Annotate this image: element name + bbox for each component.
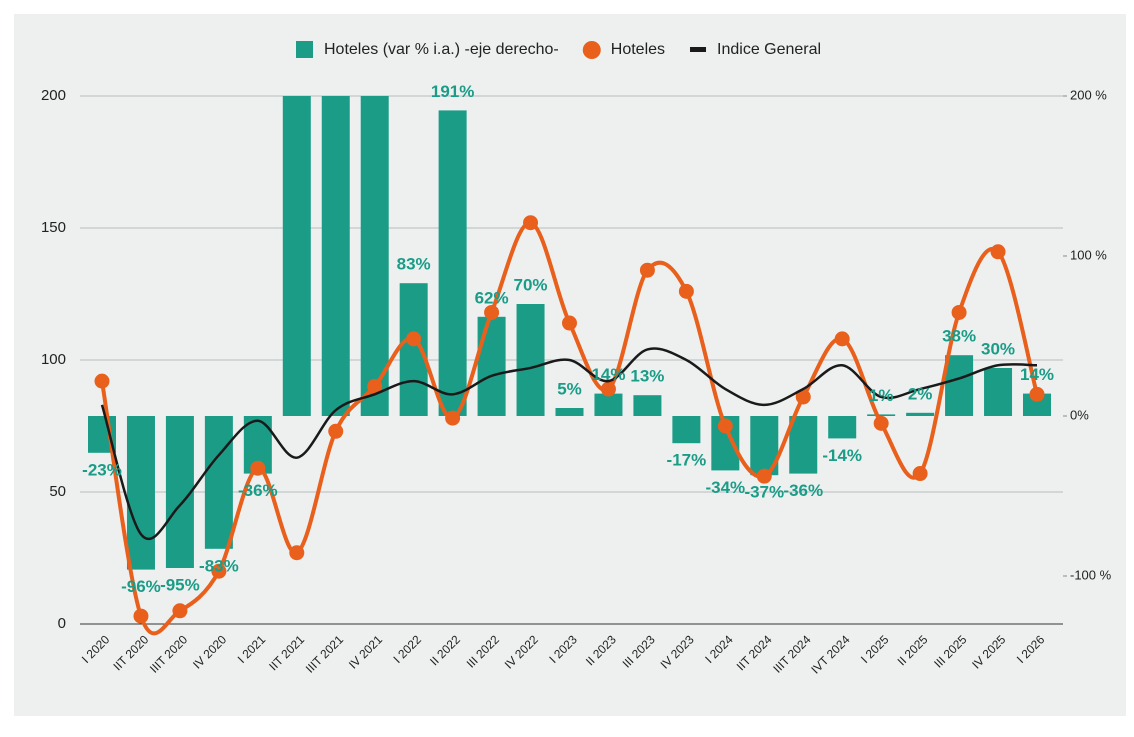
line-marker (172, 603, 188, 619)
data-label: 14% (591, 365, 625, 384)
y2-tick-label: 0% (1070, 407, 1089, 422)
data-label: 2% (908, 384, 933, 403)
line-marker (94, 373, 110, 389)
legend-swatch (582, 41, 601, 59)
line-marker (717, 418, 733, 434)
line (100, 347, 1038, 541)
data-label: 5% (557, 379, 582, 398)
data-label: -36% (783, 481, 823, 500)
bar (867, 414, 896, 416)
data-label: -36% (238, 481, 278, 500)
bar (477, 316, 506, 416)
bar (282, 96, 311, 416)
line-marker (795, 389, 811, 405)
bar (360, 96, 389, 416)
bar (594, 393, 623, 416)
data-label: 62% (475, 288, 509, 307)
data-label: 13% (630, 367, 664, 386)
data-label: 70% (514, 275, 548, 294)
data-label: -95% (160, 575, 200, 594)
data-label: -23% (82, 460, 122, 479)
bar (984, 368, 1013, 416)
bar (828, 416, 857, 439)
data-label: 83% (397, 255, 431, 274)
bar (906, 412, 935, 416)
y2-tick-label: 100 % (1070, 247, 1107, 262)
line-marker (951, 304, 967, 320)
y2-tick-label: 200 % (1070, 87, 1107, 102)
bar (516, 304, 545, 416)
bar (165, 416, 194, 568)
legend-label: Hoteles (611, 41, 665, 58)
bar (945, 355, 974, 416)
data-label: -37% (744, 483, 784, 502)
line-marker (912, 466, 928, 482)
bar (204, 416, 233, 549)
data-label: -14% (822, 446, 862, 465)
line-marker (678, 283, 694, 299)
legend-swatch (296, 41, 313, 58)
legend-label: Indice General (717, 41, 821, 58)
legend-label: Hoteles (var % i.a.) -eje derecho- (324, 41, 559, 58)
line-marker (445, 410, 461, 426)
bar (438, 110, 467, 417)
line-marker (834, 331, 850, 347)
line-marker (523, 215, 539, 231)
bar (789, 416, 818, 474)
data-label: -17% (667, 451, 707, 470)
bar (672, 416, 701, 444)
line-marker (484, 304, 500, 320)
data-label: -34% (705, 478, 745, 497)
line-marker (367, 378, 383, 394)
data-label: 30% (981, 339, 1015, 358)
data-label: -83% (199, 556, 239, 575)
bar (126, 416, 155, 570)
y2-tick-label: -100 % (1070, 567, 1112, 582)
line-marker (289, 545, 305, 561)
line-marker (600, 381, 616, 397)
data-label: -96% (121, 577, 161, 596)
data-label: 191% (431, 82, 474, 101)
bar (321, 96, 350, 416)
line-marker (406, 331, 422, 347)
line-marker (990, 244, 1006, 260)
line-marker (562, 315, 577, 331)
y-tick-label: 0 (58, 615, 66, 632)
y-tick-label: 200 (41, 87, 66, 104)
legend-swatch (690, 47, 707, 52)
line-marker (250, 460, 266, 476)
line-marker (328, 423, 344, 439)
line-marker (1029, 386, 1045, 402)
data-label: 14% (1020, 365, 1054, 384)
line-marker (211, 563, 227, 579)
data-label: 38% (942, 327, 976, 346)
bar (555, 408, 584, 416)
line-marker (756, 468, 772, 484)
bar (1023, 393, 1051, 416)
line-marker (639, 262, 655, 278)
y-tick-label: 50 (49, 483, 66, 500)
line-marker (133, 608, 149, 624)
line-marker (873, 415, 889, 431)
y-tick-label: 150 (41, 219, 66, 236)
data-label: 1% (869, 386, 894, 405)
bar (633, 395, 662, 416)
y-tick-label: 100 (41, 351, 66, 368)
